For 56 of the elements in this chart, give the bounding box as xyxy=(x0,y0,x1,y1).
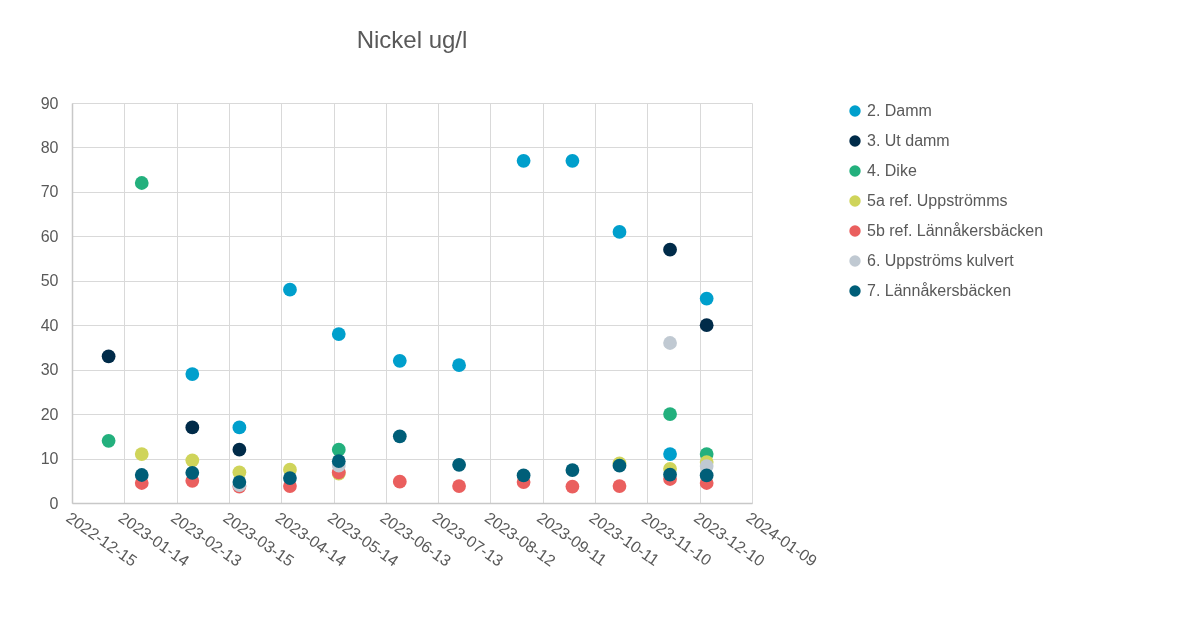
legend-label: 3. Ut damm xyxy=(867,132,950,149)
point xyxy=(331,442,346,457)
point xyxy=(283,471,297,485)
y-tick-label: 20 xyxy=(40,405,59,423)
point xyxy=(699,318,714,333)
point xyxy=(134,447,149,461)
point xyxy=(565,153,580,168)
point xyxy=(232,420,247,435)
point xyxy=(612,479,627,493)
point xyxy=(452,358,466,373)
point xyxy=(331,454,346,469)
point xyxy=(663,242,677,257)
point xyxy=(565,463,580,477)
point xyxy=(452,479,466,493)
point xyxy=(392,429,407,444)
point xyxy=(516,468,531,483)
point xyxy=(663,447,677,461)
point xyxy=(612,225,627,239)
y-tick-label: 40 xyxy=(40,316,59,334)
point xyxy=(185,420,200,435)
point xyxy=(331,327,346,341)
legend-label: 5b ref. Lännåkersbäcken xyxy=(867,222,1044,239)
point xyxy=(392,353,407,368)
y-tick-label: 0 xyxy=(49,494,59,512)
legend-label: 7. Lännåkersbäcken xyxy=(867,282,1012,299)
point xyxy=(283,282,297,297)
point xyxy=(134,176,149,190)
point xyxy=(185,453,200,468)
y-tick-label: 90 xyxy=(40,94,59,112)
point xyxy=(101,433,116,448)
point xyxy=(699,468,714,483)
point xyxy=(232,475,247,489)
y-tick-label: 50 xyxy=(40,272,59,290)
y-tick-label: 80 xyxy=(40,138,59,156)
y-tick-label: 30 xyxy=(40,361,59,379)
y-tick-label: 10 xyxy=(40,450,59,468)
legend-label: 4. Dike xyxy=(867,162,917,179)
legend-label: 5a ref. Uppströmms xyxy=(867,192,1008,209)
point xyxy=(516,153,531,168)
point xyxy=(232,442,247,457)
point xyxy=(663,467,677,482)
y-tick-label: 60 xyxy=(40,227,59,245)
point xyxy=(663,336,677,350)
point xyxy=(185,465,200,480)
point xyxy=(101,349,116,364)
point xyxy=(699,291,714,306)
point xyxy=(565,479,580,494)
y-tick-label: 70 xyxy=(40,183,59,201)
point xyxy=(392,474,407,489)
legend-label: 6. Uppströms kulvert xyxy=(867,252,1015,269)
point xyxy=(452,457,466,472)
point xyxy=(185,367,200,381)
legend-label: 2. Damm xyxy=(867,102,932,119)
chart-title: Nickel ug/l xyxy=(356,26,468,53)
point xyxy=(663,407,677,421)
point xyxy=(134,468,149,482)
